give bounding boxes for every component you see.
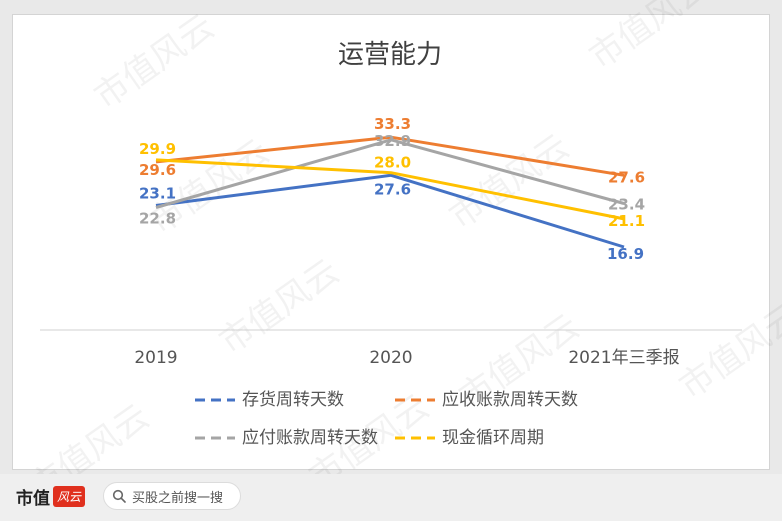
- data-label: 22.8: [139, 210, 176, 228]
- brand-seal: 风云: [53, 485, 86, 507]
- x-tick-label: 2019: [134, 348, 177, 368]
- watermark-7: 市值风云: [22, 397, 156, 474]
- data-label: 23.4: [608, 195, 645, 213]
- series-line-2: [155, 138, 625, 209]
- watermark-2: 市值风云: [212, 252, 346, 363]
- watermark-6: 市值风云: [672, 297, 782, 408]
- data-label: 33.3: [374, 115, 411, 133]
- watermark-0: 市值风云: [87, 7, 221, 118]
- search-placeholder: 买股之前搜一搜: [132, 490, 224, 506]
- x-tick-label: 2021年三季报: [568, 348, 679, 368]
- chart-card: [12, 14, 770, 470]
- data-label: 27.6: [608, 168, 645, 186]
- x-tick-label: 2020: [369, 348, 412, 368]
- series-line-3: [155, 158, 625, 221]
- series-line-1: [155, 135, 625, 177]
- series-line-0: [155, 173, 625, 249]
- search-icon: [112, 489, 126, 503]
- legend-label: 应收账款周转天数: [442, 390, 578, 410]
- data-label: 21.1: [608, 212, 645, 230]
- watermark-3: 市值风云: [582, 0, 716, 77]
- data-label: 29.6: [139, 161, 176, 179]
- chart-title: 运营能力: [338, 40, 442, 70]
- legend-label: 存货周转天数: [242, 390, 344, 410]
- data-label: 29.9: [139, 140, 176, 158]
- footer-bar: 市值 风云 买股之前搜一搜: [0, 474, 782, 521]
- watermark-4: 市值风云: [442, 127, 576, 238]
- data-label: 27.6: [374, 180, 411, 198]
- data-label: 32.9: [374, 132, 411, 150]
- data-label: 28.0: [374, 154, 411, 172]
- brand-logo[interactable]: 市值 风云: [16, 484, 86, 509]
- data-label: 16.9: [607, 245, 644, 263]
- brand-name: 市值: [16, 488, 50, 509]
- legend-label: 应付账款周转天数: [242, 428, 378, 448]
- search-box[interactable]: 买股之前搜一搜: [103, 482, 241, 510]
- legend-label: 现金循环周期: [442, 428, 544, 448]
- data-label: 23.1: [139, 185, 176, 203]
